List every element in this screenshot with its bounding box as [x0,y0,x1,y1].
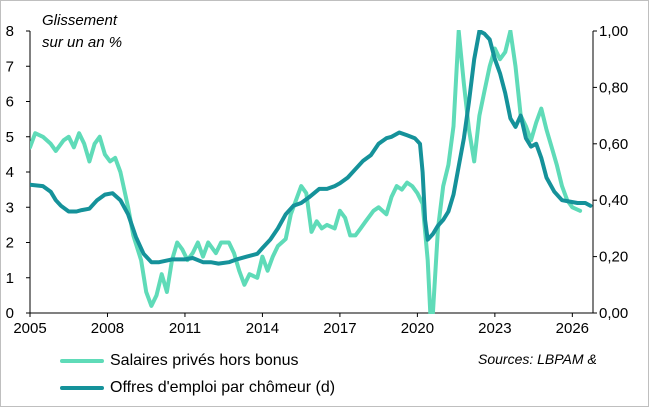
y-right-tick-label: 0,40 [599,192,628,209]
series-line-salaires [30,30,583,314]
x-tick-label: 2011 [169,320,201,337]
annotation-line-1: Glissement [42,12,118,29]
x-tick-label: 2023 [478,320,511,337]
x-tick-label: 2014 [246,320,279,337]
y-right-tick-label: 0,80 [599,79,628,96]
legend-item-offres: Offres d'emploi par chômeur (d) [60,377,335,399]
y-left-tick-label: 8 [6,23,14,40]
x-tick-label: 2008 [91,320,124,337]
x-tick-label: 2020 [401,320,434,337]
y-left-tick-label: 3 [6,199,14,216]
annotation-line-2: sur un an % [42,34,123,51]
series-line-offres [30,30,593,266]
chart-annotation: Glissement sur un an % [42,10,122,54]
axes [26,30,597,317]
series-lines [30,30,593,314]
x-tick-label: 2005 [13,320,46,337]
legend-item-salaires: Salaires privés hors bonus [60,350,299,372]
legend-swatch-salaires [60,359,104,363]
y-right-tick-label: 0,20 [599,249,628,266]
y-left-tick-label: 5 [6,129,14,146]
tick-labels: 0 1 2 3 4 5 6 7 8 0,00 0,20 0,40 0,60 0,80 1,00 2005 200… [6,23,629,337]
legend-label-salaires: Salaires privés hors bonus [110,352,299,369]
x-tick-label: 2026 [556,320,589,337]
y-left-tick-label: 6 [6,94,14,111]
y-left-tick-label: 4 [6,164,14,181]
y-left-tick-label: 0 [6,305,14,322]
legend-label-offres: Offres d'emploi par chômeur (d) [110,379,336,396]
legend-swatch-offres [60,386,104,390]
x-tick-label: 2017 [323,320,356,337]
y-right-tick-label: 0,00 [599,305,628,322]
y-right-tick-label: 0,60 [599,136,628,153]
y-left-tick-label: 7 [6,58,14,75]
y-left-tick-label: 1 [6,270,14,287]
y-right-tick-label: 1,00 [599,23,628,40]
y-left-tick-label: 2 [6,235,14,252]
sources-note: Sources: LBPAM & [478,351,597,367]
